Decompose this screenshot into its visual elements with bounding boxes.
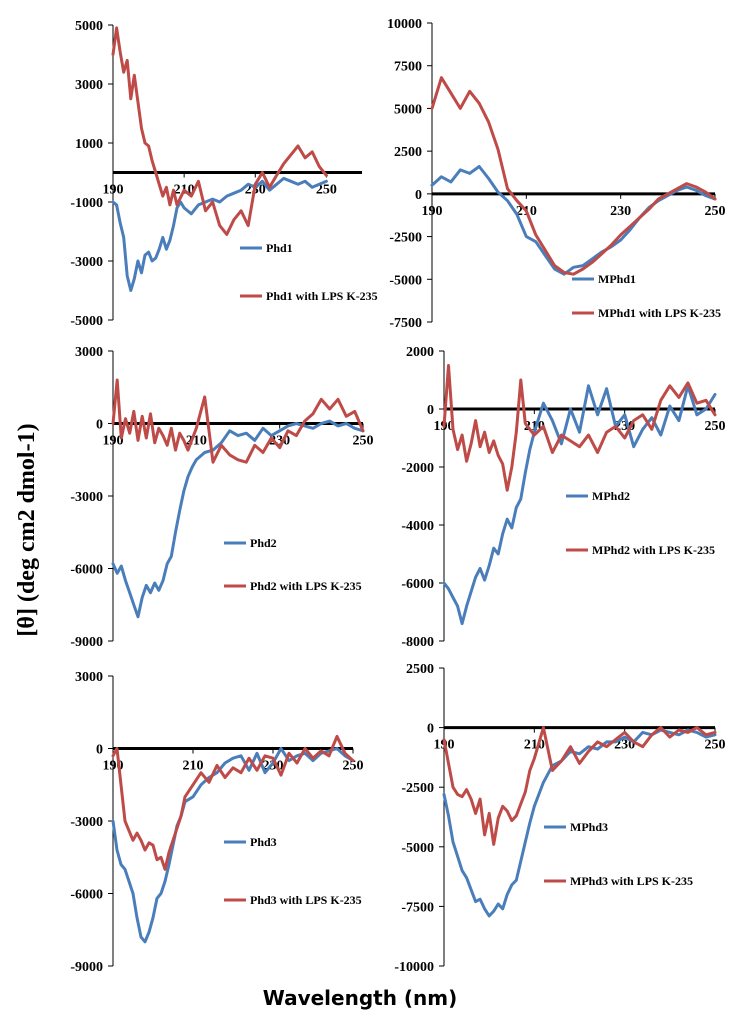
series-line-red (111, 26, 328, 236)
x-tick-label: 210 (524, 738, 545, 753)
legend-label: Phd2 (250, 536, 277, 550)
y-tick-label: 3000 (75, 345, 103, 360)
x-axis-title: Wavelength (nm) (263, 986, 458, 1010)
y-tick-label: 7500 (394, 60, 422, 75)
x-tick-label: 190 (103, 183, 124, 198)
y-tick-label: -8000 (401, 635, 434, 650)
y-tick-label: -6000 (70, 563, 103, 578)
y-tick-label: 0 (415, 188, 422, 203)
x-tick-label: 250 (343, 759, 364, 774)
y-axis-title: [θ] (deg cm2 dmol-1) (14, 423, 40, 636)
y-tick-label: 3000 (75, 670, 103, 685)
legend-label: MPhd3 (570, 820, 608, 834)
chart-panels: 5000 3000 1000 -1000 -3000 -5000 190 210 230 250 P… (70, 17, 725, 975)
y-tick-label: -2500 (389, 231, 422, 246)
y-tick-label: -3000 (70, 490, 103, 505)
y-tick-label: -5000 (70, 314, 103, 329)
y-tick-label: 1000 (75, 137, 103, 152)
legend-label: Phd1 (266, 241, 293, 255)
legend-label: MPhd2 with LPS K-235 (592, 543, 715, 557)
y-tick-label: 2500 (406, 662, 434, 677)
x-tick-label: 250 (705, 738, 726, 753)
x-tick-label: 250 (316, 183, 337, 198)
series-line-blue (430, 165, 717, 276)
y-tick-label: -3000 (70, 255, 103, 270)
series-line-red (442, 364, 717, 492)
y-tick-label: 0 (96, 418, 103, 433)
series-line-blue (111, 176, 328, 292)
legend-label: MPhd1 with LPS K-235 (598, 306, 721, 320)
y-tick-label: 0 (427, 403, 434, 418)
y-tick-label: -7500 (389, 316, 422, 331)
y-tick-label: 5000 (75, 19, 103, 34)
legend-label: Phd2 with LPS K-235 (250, 579, 362, 593)
legend-label: Phd3 (250, 835, 277, 849)
series-line-red (430, 76, 717, 276)
y-tick-label: 0 (427, 722, 434, 737)
y-tick-label: 0 (96, 743, 103, 758)
y-tick-label: 5000 (394, 102, 422, 117)
y-tick-label: -5000 (389, 273, 422, 288)
y-tick-label: -2000 (401, 461, 434, 476)
y-tick-label: -4000 (401, 519, 434, 534)
y-tick-label: 2000 (406, 345, 434, 360)
y-tick-label: -6000 (70, 888, 103, 903)
x-tick-label: 230 (610, 204, 631, 219)
x-tick-label: 250 (705, 419, 726, 434)
y-tick-label: -2500 (401, 781, 434, 796)
y-tick-label: -7500 (401, 900, 434, 915)
series-line-red (442, 726, 717, 846)
y-tick-label: -6000 (401, 577, 434, 592)
y-tick-label: -5000 (401, 841, 434, 856)
series-line-red (111, 734, 355, 871)
y-tick-label: -1000 (70, 196, 103, 211)
legend-label: MPhd2 (592, 489, 630, 503)
y-tick-label: 3000 (75, 78, 103, 93)
series-line-red (111, 378, 365, 464)
legend-label: MPhd1 (598, 272, 636, 286)
legend-label: Phd3 with LPS K-235 (250, 893, 362, 907)
y-tick-label: 10000 (387, 17, 422, 32)
y-tick-label: 2500 (394, 145, 422, 160)
y-tick-label: -9000 (70, 960, 103, 975)
legend-label: MPhd3 with LPS K-235 (570, 874, 693, 888)
x-tick-label: 250 (705, 204, 726, 219)
x-tick-label: 190 (103, 434, 124, 449)
x-tick-label: 210 (183, 759, 204, 774)
y-tick-label: -3000 (70, 815, 103, 830)
x-tick-label: 250 (353, 434, 374, 449)
legend-label: Phd1 with LPS K-235 (266, 289, 378, 303)
x-tick-label: 190 (422, 204, 443, 219)
series-line-blue (111, 419, 365, 619)
y-tick-label: -9000 (70, 635, 103, 650)
y-tick-label: -10000 (394, 960, 434, 975)
series-line-blue (442, 384, 717, 626)
